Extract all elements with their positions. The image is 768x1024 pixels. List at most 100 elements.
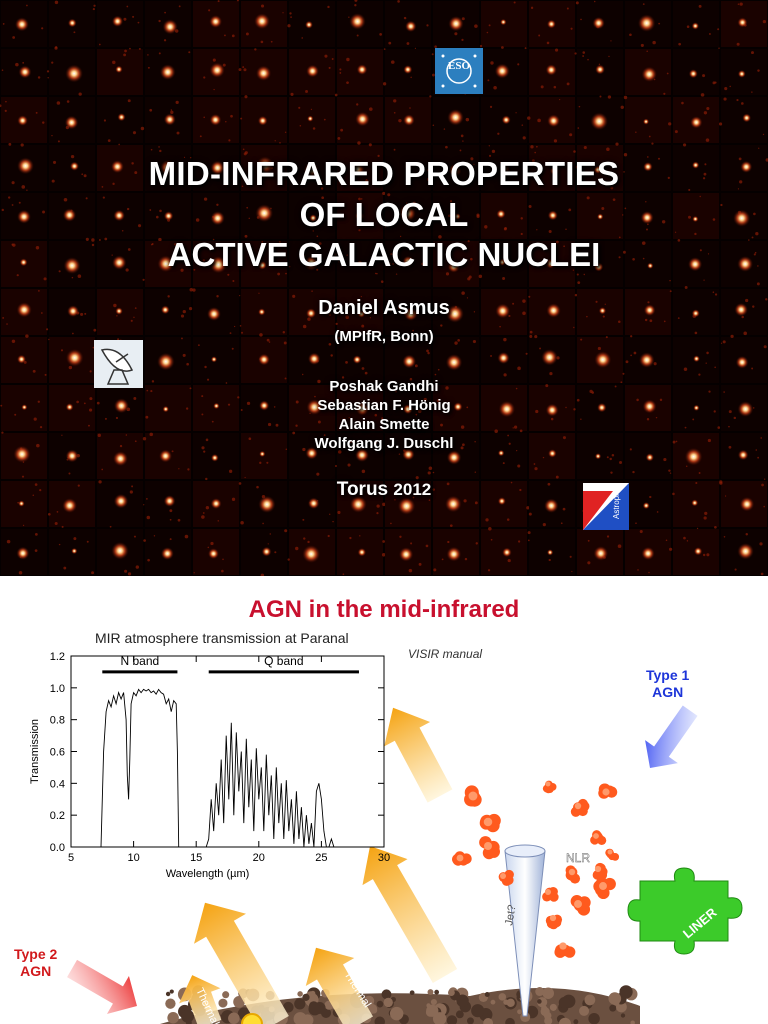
ir-point-source bbox=[257, 115, 268, 126]
noise-speck bbox=[34, 549, 38, 552]
noise-speck bbox=[536, 229, 538, 231]
ir-point-source bbox=[734, 302, 748, 317]
noise-speck bbox=[1, 208, 5, 212]
type2-agn-label: Type 2 AGN bbox=[14, 946, 57, 980]
noise-speck bbox=[204, 365, 207, 369]
ir-point-source bbox=[305, 446, 318, 460]
noise-speck bbox=[346, 57, 350, 62]
noise-speck bbox=[608, 55, 610, 58]
noise-speck bbox=[657, 157, 661, 160]
dust-clump bbox=[517, 1009, 522, 1015]
noise-speck bbox=[566, 7, 569, 10]
dust-clump bbox=[535, 987, 545, 997]
noise-speck bbox=[542, 522, 546, 527]
noise-speck bbox=[334, 253, 337, 256]
noise-speck bbox=[587, 539, 590, 542]
noise-speck bbox=[134, 307, 137, 309]
noise-speck bbox=[414, 47, 417, 49]
ir-point-source bbox=[111, 15, 124, 27]
ir-point-source bbox=[641, 546, 655, 561]
noise-speck bbox=[611, 453, 615, 457]
noise-speck bbox=[205, 477, 208, 481]
noise-speck bbox=[674, 231, 677, 233]
slide-title-line-3: ACTIVE GALACTIC NUCLEI bbox=[167, 236, 601, 273]
dust-clump bbox=[308, 1002, 322, 1016]
noise-speck bbox=[646, 50, 648, 52]
dust-clump bbox=[584, 994, 596, 1006]
ir-point-source bbox=[402, 354, 417, 369]
noise-speck bbox=[342, 480, 346, 484]
noise-speck bbox=[97, 433, 101, 438]
ir-point-source bbox=[494, 63, 510, 79]
noise-speck bbox=[565, 406, 567, 409]
ir-point-source bbox=[261, 546, 272, 557]
narrow-line-region-clouds bbox=[452, 780, 620, 958]
noise-speck bbox=[327, 534, 330, 538]
noise-speck bbox=[142, 437, 147, 441]
noise-speck bbox=[762, 19, 767, 24]
noise-speck bbox=[574, 293, 578, 297]
noise-speck bbox=[201, 446, 205, 450]
noise-speck bbox=[262, 522, 264, 525]
noise-speck bbox=[41, 312, 43, 314]
coauthor: Alain Smette bbox=[338, 416, 430, 433]
dust-clump bbox=[293, 1012, 307, 1024]
noise-speck bbox=[548, 558, 551, 562]
ir-point-source bbox=[307, 352, 321, 366]
noise-speck bbox=[707, 438, 711, 443]
noise-speck bbox=[61, 434, 63, 436]
noise-speck bbox=[206, 378, 210, 381]
noise-speck bbox=[459, 149, 462, 152]
noise-speck bbox=[177, 518, 181, 522]
noise-speck bbox=[705, 362, 707, 364]
noise-speck bbox=[267, 422, 272, 427]
noise-speck bbox=[714, 293, 718, 296]
noise-speck bbox=[33, 417, 37, 421]
noise-speck bbox=[737, 3, 740, 5]
noise-speck bbox=[133, 316, 135, 319]
ir-point-source bbox=[352, 355, 362, 364]
ir-point-source bbox=[210, 498, 222, 510]
ir-point-source bbox=[117, 113, 126, 122]
noise-speck bbox=[241, 331, 244, 334]
noise-speck bbox=[606, 147, 610, 151]
noise-speck bbox=[712, 291, 715, 294]
noise-speck bbox=[182, 309, 186, 314]
noise-speck bbox=[71, 276, 74, 279]
noise-speck bbox=[461, 38, 464, 41]
noise-speck bbox=[674, 130, 678, 134]
ir-point-source bbox=[306, 399, 323, 416]
noise-speck bbox=[745, 532, 749, 536]
noise-speck bbox=[684, 286, 688, 289]
ir-point-source bbox=[115, 307, 123, 315]
ir-point-source bbox=[207, 548, 220, 560]
noise-speck bbox=[240, 117, 243, 120]
noise-speck bbox=[741, 102, 744, 105]
noise-speck bbox=[529, 330, 533, 334]
ir-point-source bbox=[259, 450, 266, 458]
noise-speck bbox=[51, 179, 55, 183]
noise-speck bbox=[506, 518, 510, 521]
noise-speck bbox=[502, 462, 505, 465]
noise-speck bbox=[427, 168, 430, 172]
noise-speck bbox=[26, 4, 28, 7]
noise-speck bbox=[393, 148, 396, 151]
noise-speck bbox=[229, 469, 233, 473]
noise-speck bbox=[48, 338, 50, 341]
noise-speck bbox=[254, 48, 257, 51]
noise-speck bbox=[423, 397, 427, 402]
ir-point-source bbox=[598, 306, 607, 315]
noise-speck bbox=[704, 163, 707, 166]
noise-speck bbox=[762, 133, 765, 136]
noise-speck bbox=[623, 153, 628, 157]
noise-speck bbox=[158, 146, 160, 148]
noise-speck bbox=[244, 476, 246, 479]
ir-point-source bbox=[402, 255, 415, 268]
noise-speck bbox=[527, 116, 531, 120]
nlr-cloud-highlight bbox=[568, 868, 576, 876]
noise-speck bbox=[318, 242, 322, 246]
noise-speck bbox=[633, 351, 637, 355]
ir-point-source bbox=[688, 69, 698, 79]
noise-speck bbox=[232, 280, 235, 283]
coauthor: Wolfgang J. Duschl bbox=[314, 435, 454, 452]
